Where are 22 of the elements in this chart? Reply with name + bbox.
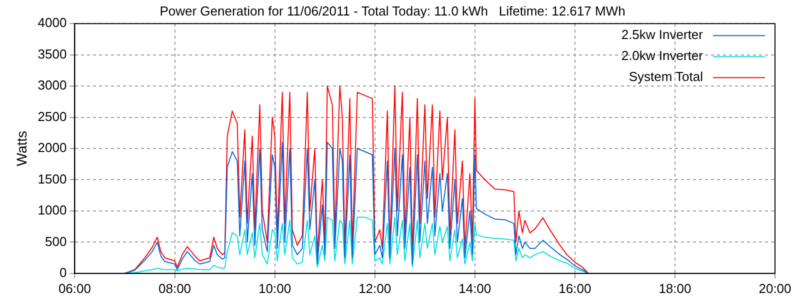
x-tick-label: 16:00: [558, 280, 592, 296]
y-tick-label: 4000: [38, 15, 67, 30]
x-tick-label: 14:00: [458, 280, 492, 296]
y-tick-label: 500: [45, 234, 67, 249]
y-tick-label: 1000: [38, 202, 67, 218]
y-tick-label: 3500: [38, 46, 67, 62]
x-tick-label: 20:00: [758, 280, 792, 296]
y-axis-title: Watts: [13, 130, 30, 166]
y-tick-label: 2500: [38, 108, 67, 124]
x-tick-label: 06:00: [58, 280, 91, 296]
x-tick-label: 18:00: [658, 280, 692, 296]
y-tick-label: 3000: [38, 78, 67, 93]
x-tick-label: 10:00: [258, 280, 292, 296]
legend-label: System Total: [628, 69, 704, 84]
legend-label: 2.5kw Inverter: [621, 27, 704, 42]
x-tick-label: 08:00: [158, 280, 192, 296]
x-tick-label: 12:00: [358, 280, 392, 296]
legend-label: 2.0kw Inverter: [621, 48, 704, 64]
chart-title: Power Generation for 11/06/2011 - Total Today: 11.0 kWh Lifetime: 12.617 MWh: [160, 3, 626, 18]
y-tick-label: 0: [59, 264, 67, 280]
y-tick-label: 1500: [38, 171, 67, 186]
y-tick-label: 2000: [38, 140, 67, 156]
